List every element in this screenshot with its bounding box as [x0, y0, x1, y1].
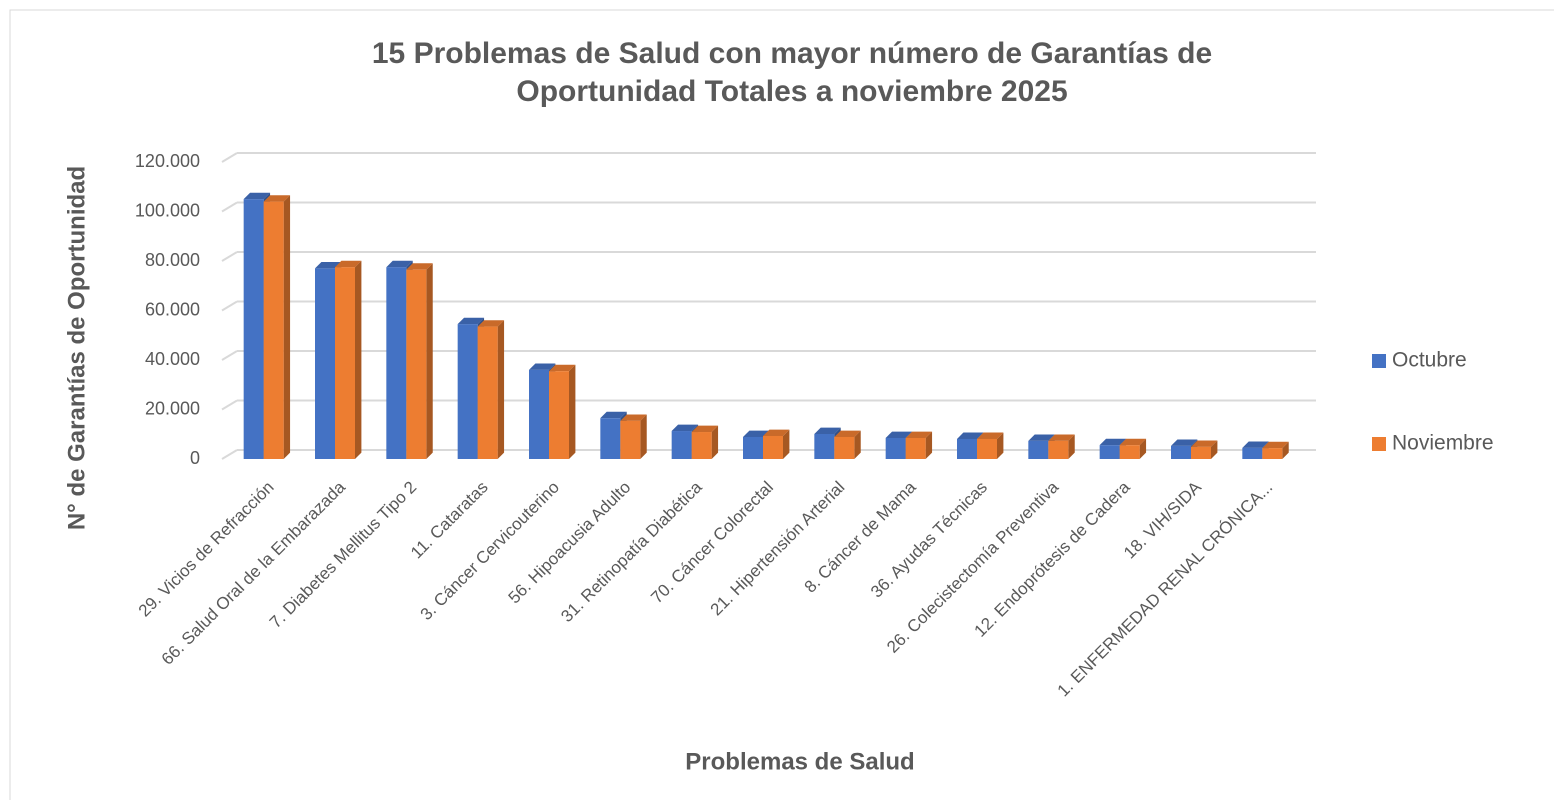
y-axis-label: N° de Garantías de Oportunidad — [63, 166, 90, 530]
legend-swatch — [1372, 437, 1386, 451]
bar — [600, 418, 621, 459]
bar-side — [854, 430, 861, 459]
bar — [905, 437, 926, 459]
bar-side — [497, 320, 505, 459]
bar — [1171, 445, 1191, 459]
bar — [763, 435, 783, 459]
legend-swatch — [1372, 354, 1386, 368]
bar-side — [783, 429, 790, 459]
bar — [1119, 445, 1140, 459]
y-tick-label: 40.000 — [145, 349, 200, 369]
bar-top — [263, 195, 291, 202]
y-tick-label: 20.000 — [145, 398, 200, 418]
bar — [1242, 447, 1263, 459]
bar-side — [1282, 441, 1289, 459]
bar-top — [386, 260, 413, 268]
bar-top — [885, 431, 913, 438]
grid-line-depth — [221, 201, 238, 213]
chart-title: Oportunidad Totales a noviembre 2025 — [516, 75, 1067, 108]
bar — [386, 267, 407, 459]
bar — [957, 438, 977, 459]
bar-top — [529, 363, 556, 370]
bar-top — [477, 320, 505, 327]
grid-line-depth — [221, 251, 238, 262]
grid-line-depth — [221, 300, 238, 312]
bar — [671, 431, 692, 459]
bar-side — [569, 364, 576, 459]
bar-top — [1242, 441, 1269, 448]
chart-border — [9, 9, 1554, 800]
y-tick-label: 0 — [190, 448, 200, 468]
bar-top — [834, 430, 861, 437]
bar-top — [406, 263, 433, 270]
bar-top — [1099, 438, 1127, 446]
bar-side — [426, 263, 433, 459]
grid-line-depth — [221, 152, 238, 163]
bar — [263, 201, 284, 459]
bar-top — [1119, 438, 1147, 446]
bar — [885, 437, 906, 459]
chart-title: 15 Problemas de Salud con mayor número d… — [372, 37, 1212, 70]
bar-top — [1048, 434, 1075, 441]
y-tick-label: 80.000 — [145, 250, 200, 270]
bar-top — [763, 429, 790, 436]
bar-top — [1262, 441, 1289, 449]
bar — [1099, 445, 1120, 459]
bar-top — [957, 432, 984, 439]
bar — [477, 326, 498, 459]
bar-top — [814, 427, 841, 435]
bar-top — [457, 317, 485, 325]
bar — [549, 371, 569, 459]
bar-side — [283, 195, 291, 459]
y-tick-label: 60.000 — [145, 299, 200, 319]
bar — [315, 268, 335, 459]
bar-top — [977, 432, 1004, 439]
legend-label: Octubre — [1392, 349, 1467, 372]
grid-line-depth — [221, 399, 238, 411]
legend-label: Noviembre — [1392, 432, 1494, 455]
bar-top — [743, 430, 770, 437]
bar — [457, 324, 478, 459]
bar — [814, 434, 835, 459]
bar-side — [997, 432, 1004, 459]
bar-top — [691, 425, 719, 433]
bar — [834, 436, 855, 459]
bar-top — [315, 262, 342, 269]
bar — [335, 267, 355, 459]
bar-top — [671, 424, 699, 432]
bar-side — [1139, 438, 1147, 459]
bar-top — [620, 414, 647, 421]
bar — [1048, 440, 1069, 459]
bar — [620, 420, 641, 459]
bar-top — [905, 431, 933, 438]
bar-side — [1211, 440, 1218, 459]
bar — [977, 438, 997, 459]
bar-top — [335, 260, 362, 268]
bar — [529, 369, 549, 459]
bar — [1191, 446, 1211, 459]
grid-line-depth — [221, 449, 238, 460]
bar-top — [549, 364, 576, 372]
bar — [406, 269, 427, 459]
bar — [691, 432, 712, 459]
bar-side — [711, 425, 719, 459]
bar — [243, 199, 264, 459]
bar-side — [640, 414, 647, 459]
bar-side — [355, 260, 362, 459]
bar-top — [1028, 434, 1055, 441]
bar-top — [1171, 439, 1198, 446]
x-axis-label: Problemas de Salud — [685, 748, 914, 775]
bar — [1262, 448, 1283, 459]
bar-side — [925, 431, 933, 459]
bar-top — [1191, 440, 1218, 447]
y-tick-label: 120.000 — [135, 151, 200, 171]
grid-line-depth — [221, 350, 238, 361]
bar — [743, 436, 763, 459]
bar — [1028, 440, 1049, 459]
bar-top — [600, 411, 627, 419]
y-tick-label: 100.000 — [135, 200, 200, 220]
bar-side — [1068, 434, 1075, 459]
bar-top — [243, 192, 271, 200]
